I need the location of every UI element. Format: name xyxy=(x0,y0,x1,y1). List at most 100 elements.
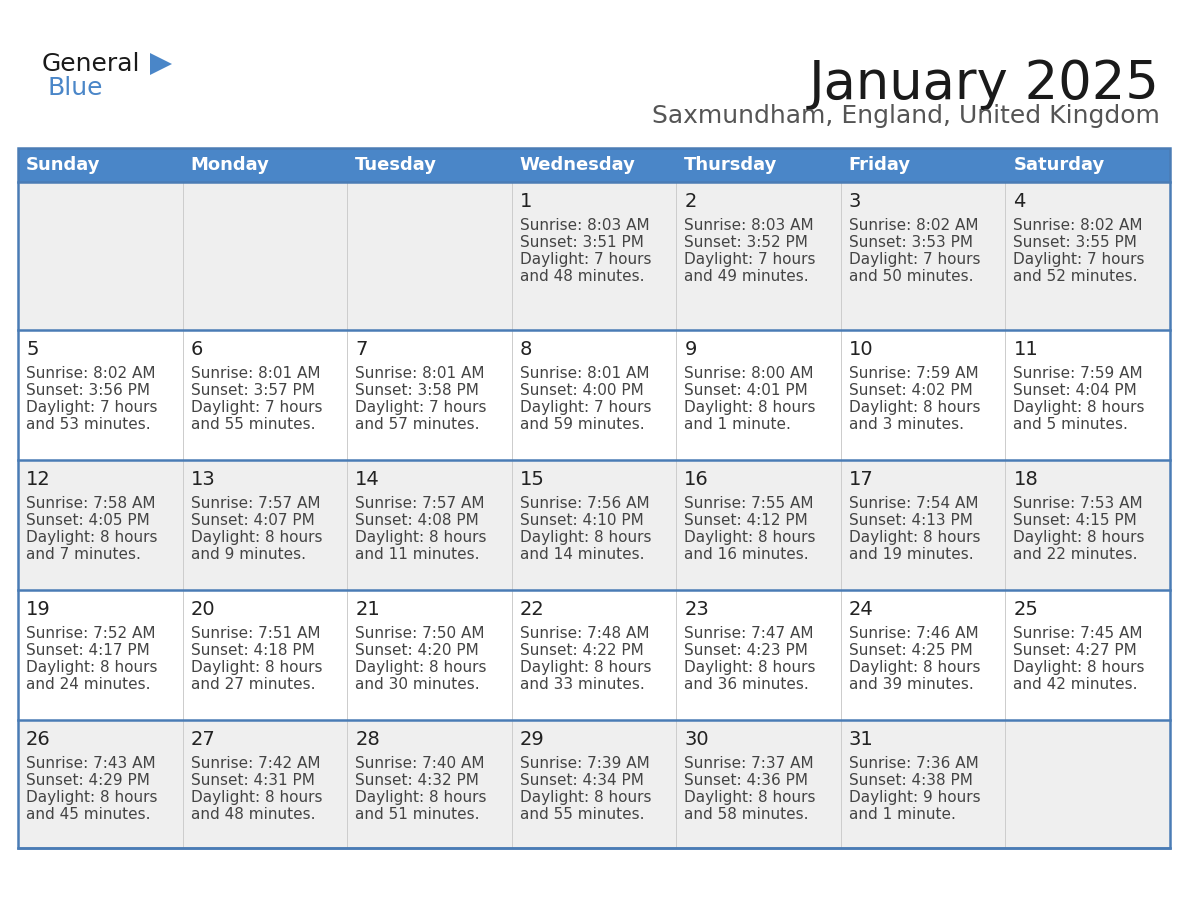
Text: Sunrise: 7:54 AM: Sunrise: 7:54 AM xyxy=(849,496,979,511)
Text: Sunrise: 8:00 AM: Sunrise: 8:00 AM xyxy=(684,366,814,381)
Text: and 5 minutes.: and 5 minutes. xyxy=(1013,417,1129,432)
Text: 29: 29 xyxy=(519,730,544,749)
Text: January 2025: January 2025 xyxy=(809,58,1159,110)
Text: Daylight: 8 hours: Daylight: 8 hours xyxy=(519,530,651,545)
Text: Sunrise: 7:55 AM: Sunrise: 7:55 AM xyxy=(684,496,814,511)
Text: Sunset: 4:15 PM: Sunset: 4:15 PM xyxy=(1013,513,1137,528)
Text: and 59 minutes.: and 59 minutes. xyxy=(519,417,644,432)
Text: General: General xyxy=(42,52,140,76)
Text: and 45 minutes.: and 45 minutes. xyxy=(26,807,151,822)
Text: Sunset: 4:22 PM: Sunset: 4:22 PM xyxy=(519,643,644,658)
Text: Sunrise: 7:36 AM: Sunrise: 7:36 AM xyxy=(849,756,979,771)
Bar xyxy=(18,460,1170,590)
Text: Saxmundham, England, United Kingdom: Saxmundham, England, United Kingdom xyxy=(652,104,1159,128)
Bar xyxy=(18,182,1170,330)
Text: Daylight: 7 hours: Daylight: 7 hours xyxy=(190,400,322,415)
Text: and 48 minutes.: and 48 minutes. xyxy=(519,269,644,284)
Text: Blue: Blue xyxy=(48,76,103,100)
Text: and 55 minutes.: and 55 minutes. xyxy=(519,807,644,822)
Text: Friday: Friday xyxy=(849,156,911,174)
Text: Daylight: 7 hours: Daylight: 7 hours xyxy=(355,400,487,415)
Text: Sunset: 3:53 PM: Sunset: 3:53 PM xyxy=(849,235,973,250)
Text: Sunset: 4:31 PM: Sunset: 4:31 PM xyxy=(190,773,315,788)
Text: Daylight: 8 hours: Daylight: 8 hours xyxy=(26,530,158,545)
Text: Sunrise: 7:40 AM: Sunrise: 7:40 AM xyxy=(355,756,485,771)
Text: 15: 15 xyxy=(519,470,544,489)
Text: Sunrise: 7:45 AM: Sunrise: 7:45 AM xyxy=(1013,626,1143,641)
Text: 10: 10 xyxy=(849,340,873,359)
Text: and 57 minutes.: and 57 minutes. xyxy=(355,417,480,432)
Text: Daylight: 8 hours: Daylight: 8 hours xyxy=(849,660,980,675)
Text: Sunrise: 8:01 AM: Sunrise: 8:01 AM xyxy=(519,366,649,381)
Text: and 7 minutes.: and 7 minutes. xyxy=(26,547,141,562)
Text: 28: 28 xyxy=(355,730,380,749)
Text: Sunrise: 7:46 AM: Sunrise: 7:46 AM xyxy=(849,626,979,641)
Text: Saturday: Saturday xyxy=(1013,156,1105,174)
Text: 18: 18 xyxy=(1013,470,1038,489)
Text: Sunset: 4:01 PM: Sunset: 4:01 PM xyxy=(684,383,808,398)
Text: and 30 minutes.: and 30 minutes. xyxy=(355,677,480,692)
Text: Sunrise: 7:53 AM: Sunrise: 7:53 AM xyxy=(1013,496,1143,511)
Text: 3: 3 xyxy=(849,192,861,211)
Text: 11: 11 xyxy=(1013,340,1038,359)
Text: Daylight: 8 hours: Daylight: 8 hours xyxy=(190,530,322,545)
Text: Sunset: 3:51 PM: Sunset: 3:51 PM xyxy=(519,235,644,250)
Text: Daylight: 8 hours: Daylight: 8 hours xyxy=(684,660,816,675)
Text: 13: 13 xyxy=(190,470,215,489)
Text: 23: 23 xyxy=(684,600,709,619)
Text: and 1 minute.: and 1 minute. xyxy=(684,417,791,432)
Text: Sunrise: 7:58 AM: Sunrise: 7:58 AM xyxy=(26,496,156,511)
Bar xyxy=(18,720,1170,848)
Text: Sunset: 4:20 PM: Sunset: 4:20 PM xyxy=(355,643,479,658)
Text: and 52 minutes.: and 52 minutes. xyxy=(1013,269,1138,284)
Text: 5: 5 xyxy=(26,340,38,359)
Text: and 50 minutes.: and 50 minutes. xyxy=(849,269,973,284)
Text: Daylight: 8 hours: Daylight: 8 hours xyxy=(1013,400,1145,415)
Text: Daylight: 8 hours: Daylight: 8 hours xyxy=(355,790,487,805)
Text: Sunrise: 7:56 AM: Sunrise: 7:56 AM xyxy=(519,496,650,511)
Text: and 22 minutes.: and 22 minutes. xyxy=(1013,547,1138,562)
Text: 30: 30 xyxy=(684,730,709,749)
Text: 16: 16 xyxy=(684,470,709,489)
Text: Sunrise: 8:03 AM: Sunrise: 8:03 AM xyxy=(519,218,650,233)
Text: Sunset: 3:57 PM: Sunset: 3:57 PM xyxy=(190,383,315,398)
Text: Sunrise: 8:02 AM: Sunrise: 8:02 AM xyxy=(1013,218,1143,233)
Text: Sunset: 4:17 PM: Sunset: 4:17 PM xyxy=(26,643,150,658)
Text: Sunset: 3:58 PM: Sunset: 3:58 PM xyxy=(355,383,479,398)
Text: Wednesday: Wednesday xyxy=(519,156,636,174)
Bar xyxy=(18,590,1170,720)
Text: 9: 9 xyxy=(684,340,696,359)
Text: and 9 minutes.: and 9 minutes. xyxy=(190,547,305,562)
Text: Daylight: 8 hours: Daylight: 8 hours xyxy=(519,790,651,805)
Text: 24: 24 xyxy=(849,600,873,619)
Bar xyxy=(18,148,1170,848)
Text: Sunset: 4:05 PM: Sunset: 4:05 PM xyxy=(26,513,150,528)
Text: Monday: Monday xyxy=(190,156,270,174)
Text: Sunrise: 7:51 AM: Sunrise: 7:51 AM xyxy=(190,626,320,641)
Text: 8: 8 xyxy=(519,340,532,359)
Text: Daylight: 7 hours: Daylight: 7 hours xyxy=(1013,252,1145,267)
Text: Daylight: 8 hours: Daylight: 8 hours xyxy=(190,790,322,805)
Text: 22: 22 xyxy=(519,600,544,619)
Text: Sunset: 4:36 PM: Sunset: 4:36 PM xyxy=(684,773,808,788)
Text: Sunrise: 8:03 AM: Sunrise: 8:03 AM xyxy=(684,218,814,233)
Text: 19: 19 xyxy=(26,600,51,619)
Text: and 16 minutes.: and 16 minutes. xyxy=(684,547,809,562)
Text: Daylight: 8 hours: Daylight: 8 hours xyxy=(1013,660,1145,675)
Text: and 55 minutes.: and 55 minutes. xyxy=(190,417,315,432)
Text: and 36 minutes.: and 36 minutes. xyxy=(684,677,809,692)
Text: 2: 2 xyxy=(684,192,696,211)
Text: Daylight: 8 hours: Daylight: 8 hours xyxy=(355,530,487,545)
Text: 25: 25 xyxy=(1013,600,1038,619)
Text: Daylight: 8 hours: Daylight: 8 hours xyxy=(190,660,322,675)
Text: Sunrise: 7:57 AM: Sunrise: 7:57 AM xyxy=(190,496,320,511)
Text: Sunset: 4:13 PM: Sunset: 4:13 PM xyxy=(849,513,973,528)
Text: and 11 minutes.: and 11 minutes. xyxy=(355,547,480,562)
Text: Daylight: 8 hours: Daylight: 8 hours xyxy=(26,660,158,675)
Text: and 53 minutes.: and 53 minutes. xyxy=(26,417,151,432)
Text: Sunset: 4:07 PM: Sunset: 4:07 PM xyxy=(190,513,315,528)
Text: Sunset: 4:00 PM: Sunset: 4:00 PM xyxy=(519,383,644,398)
Text: Daylight: 8 hours: Daylight: 8 hours xyxy=(849,400,980,415)
Text: and 39 minutes.: and 39 minutes. xyxy=(849,677,974,692)
Text: Sunset: 3:52 PM: Sunset: 3:52 PM xyxy=(684,235,808,250)
